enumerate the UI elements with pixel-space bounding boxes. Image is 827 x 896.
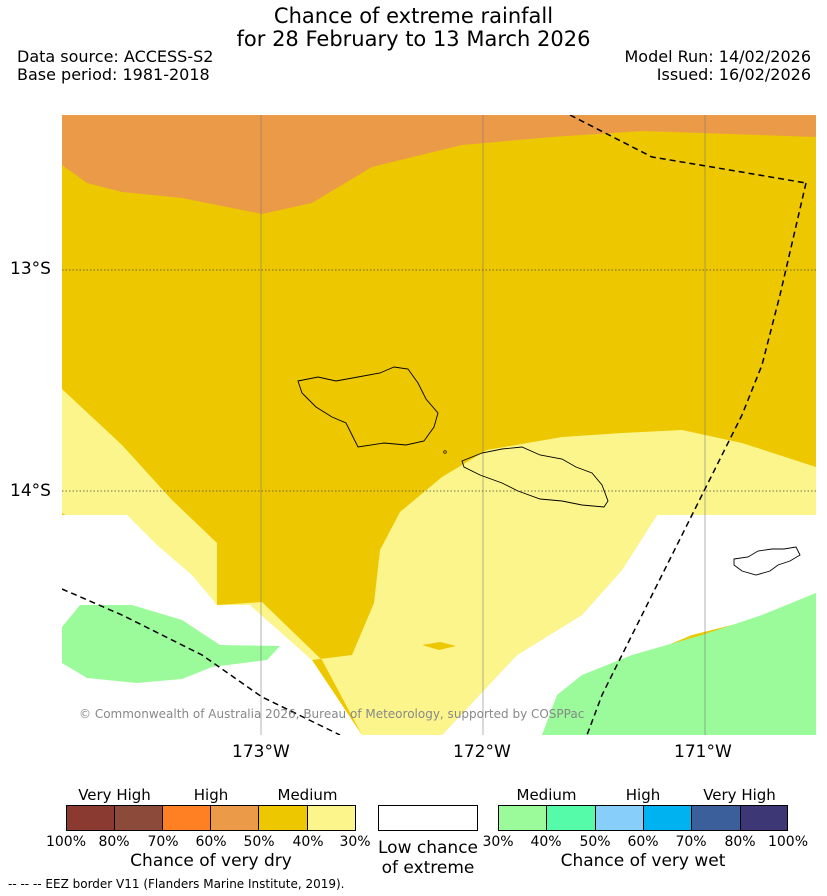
region-medium-wet-se bbox=[542, 593, 816, 735]
dry-swatch-3 bbox=[162, 805, 211, 831]
lon-label-173w: 173°W bbox=[232, 742, 290, 762]
wet-tick: 100% bbox=[767, 834, 809, 850]
dry-swatch-6 bbox=[307, 805, 356, 831]
wet-header-high: High bbox=[625, 786, 661, 804]
wet-header-medium: Medium bbox=[516, 786, 577, 804]
wet-header-very-high: Very High bbox=[703, 786, 776, 804]
model-run: Model Run: 14/02/2026 bbox=[624, 47, 812, 66]
eez-border-north bbox=[569, 114, 807, 184]
dry-header-medium: Medium bbox=[277, 786, 338, 804]
base-period: Base period: 1981-2018 bbox=[17, 65, 210, 84]
low-caption-2: of extreme bbox=[381, 858, 475, 878]
dry-header-high: High bbox=[193, 786, 229, 804]
upolu-island bbox=[461, 446, 609, 508]
tutuila-island bbox=[733, 546, 801, 576]
dry-tick: 60% bbox=[195, 834, 227, 850]
title-line-2: for 28 February to 13 March 2026 bbox=[236, 27, 591, 51]
dry-swatch-5 bbox=[258, 805, 308, 831]
gridlines bbox=[260, 115, 706, 735]
wet-tick: 60% bbox=[627, 834, 659, 850]
manono-islet bbox=[443, 450, 447, 454]
dry-swatch-1 bbox=[66, 805, 115, 831]
data-source: Data source: ACCESS-S2 bbox=[17, 47, 214, 66]
wet-swatch-6 bbox=[740, 805, 788, 831]
issued-date: Issued: 16/02/2026 bbox=[656, 65, 811, 84]
title-line-1: Chance of extreme rainfall bbox=[273, 4, 554, 28]
wet-tick: 40% bbox=[530, 834, 562, 850]
wet-tick: 50% bbox=[579, 834, 611, 850]
region-small-dry-patch bbox=[422, 642, 456, 650]
wet-tick: 80% bbox=[724, 834, 756, 850]
lat-label-14s: 14°S bbox=[10, 481, 51, 501]
savaii-island bbox=[297, 366, 439, 448]
low-chance-swatch bbox=[378, 805, 478, 831]
wet-swatch-3 bbox=[595, 805, 644, 831]
region-medium-wet-sw bbox=[62, 605, 280, 683]
dry-header-very-high: Very High bbox=[78, 786, 151, 804]
wet-swatch-4 bbox=[643, 805, 692, 831]
map-panel[interactable]: © Commonwealth of Australia 2026, Bureau… bbox=[61, 114, 816, 736]
low-caption-1: Low chance bbox=[378, 838, 478, 858]
eez-border-southwest bbox=[61, 588, 341, 736]
dry-swatch-2 bbox=[114, 805, 163, 831]
wet-tick: 70% bbox=[675, 834, 707, 850]
wet-swatch-1 bbox=[498, 805, 547, 831]
map-svg bbox=[61, 114, 816, 736]
wet-swatch-5 bbox=[691, 805, 741, 831]
lon-label-172w: 172°W bbox=[453, 742, 511, 762]
lon-label-171w: 171°W bbox=[674, 742, 732, 762]
dry-caption: Chance of very dry bbox=[130, 851, 292, 871]
dry-tick: 40% bbox=[292, 834, 324, 850]
copyright-notice: © Commonwealth of Australia 2026, Bureau… bbox=[79, 707, 585, 721]
dry-tick: 50% bbox=[243, 834, 275, 850]
eez-border-east bbox=[586, 182, 807, 736]
dry-tick: 70% bbox=[147, 834, 179, 850]
eez-footnote: -- -- -- EEZ border V11 (Flanders Marine… bbox=[8, 877, 345, 891]
wet-caption: Chance of very wet bbox=[560, 851, 726, 871]
dry-tick: 100% bbox=[45, 834, 87, 850]
dry-tick: 30% bbox=[339, 834, 371, 850]
region-low-medium-dry bbox=[62, 389, 816, 735]
dry-tick: 80% bbox=[98, 834, 130, 850]
region-low-chance-east bbox=[442, 515, 816, 735]
dry-swatch-4 bbox=[210, 805, 259, 831]
lat-label-13s: 13°S bbox=[10, 259, 51, 279]
wet-tick: 30% bbox=[482, 834, 514, 850]
region-high-dry bbox=[62, 115, 816, 214]
wet-swatch-2 bbox=[546, 805, 596, 831]
